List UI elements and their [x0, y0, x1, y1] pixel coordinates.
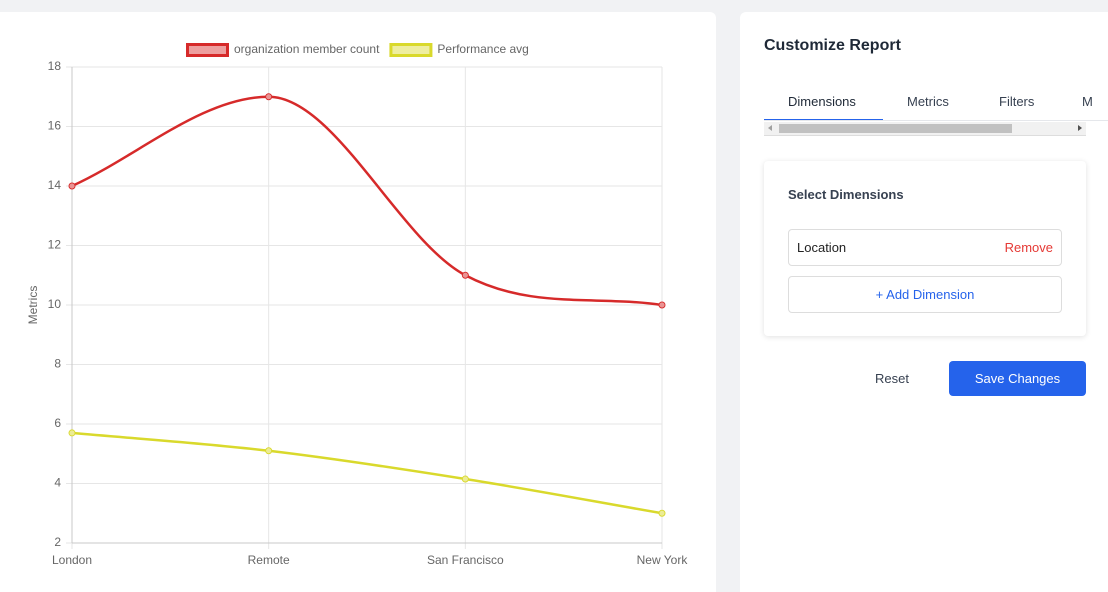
tabs: Dimensions Metrics Filters M — [764, 91, 1108, 136]
reset-button[interactable]: Reset — [875, 371, 909, 386]
add-dimension-button[interactable]: + Add Dimension — [788, 276, 1062, 313]
body: 2 4 6 8 10 12 14 16 18 London Remote San Francisco N… — [0, 12, 1108, 592]
data-point-fill — [659, 302, 665, 308]
chart: 2 4 6 8 10 12 14 16 18 London Remote San Francisco N… — [26, 42, 689, 567]
remove-link[interactable]: Remove — [1004, 240, 1053, 255]
y-tick-label: 10 — [48, 297, 62, 311]
dimension-label: Location — [797, 240, 847, 255]
side-panel: Customize Report Dimensions Metrics Filt… — [740, 12, 1108, 592]
x-tick-label: London — [52, 553, 92, 567]
y-tick-label: 8 — [54, 357, 61, 371]
y-tick-label: 2 — [54, 535, 61, 549]
card-title: Select Dimensions — [788, 187, 904, 202]
data-point-fill — [462, 476, 468, 482]
scrollbar[interactable] — [764, 122, 1086, 136]
y-axis-label: Metrics — [26, 286, 40, 325]
tab[interactable]: Filters — [999, 94, 1035, 109]
tab[interactable]: M — [1082, 94, 1093, 109]
data-point-fill — [266, 448, 272, 454]
y-tick-label: 14 — [48, 178, 62, 192]
legend-label: Performance avg — [437, 42, 528, 56]
dimension-row: Location Remove — [788, 229, 1062, 266]
series-line — [71, 95, 663, 307]
tab[interactable]: Metrics — [907, 94, 949, 109]
data-point-fill — [266, 94, 272, 100]
y-tick-label: 6 — [54, 416, 61, 430]
legend-swatch — [186, 43, 229, 57]
save-button[interactable]: Save Changes — [949, 361, 1086, 396]
tab[interactable]: Dimensions — [788, 94, 856, 109]
scroll-left[interactable] — [768, 125, 772, 131]
scroll-thumb[interactable] — [779, 124, 1012, 133]
y-tick-label: 4 — [54, 476, 61, 490]
data-point-fill — [69, 430, 75, 436]
chart-card — [0, 12, 716, 592]
legend-swatch — [389, 43, 433, 57]
x-tick-label: San Francisco — [427, 553, 504, 567]
data-point-fill — [462, 272, 468, 278]
x-tick-label: Remote — [248, 553, 290, 567]
series-line — [71, 431, 663, 515]
dimensions-card: Select Dimensions Location Remove + Add … — [764, 161, 1086, 336]
panel-title: Customize Report — [764, 37, 901, 54]
y-tick-label: 12 — [48, 238, 62, 252]
y-tick-label: 18 — [48, 59, 62, 73]
scroll-right[interactable] — [1078, 125, 1082, 131]
y-tick-label: 16 — [48, 119, 62, 133]
data-point-fill — [69, 183, 75, 189]
page: {"chart_data": {"type": "line", "categor… — [0, 12, 1108, 592]
x-tick-label: New York — [637, 553, 689, 567]
tab-border — [764, 120, 1108, 121]
data-point-fill — [659, 510, 665, 516]
legend-label: organization member count — [234, 42, 380, 56]
